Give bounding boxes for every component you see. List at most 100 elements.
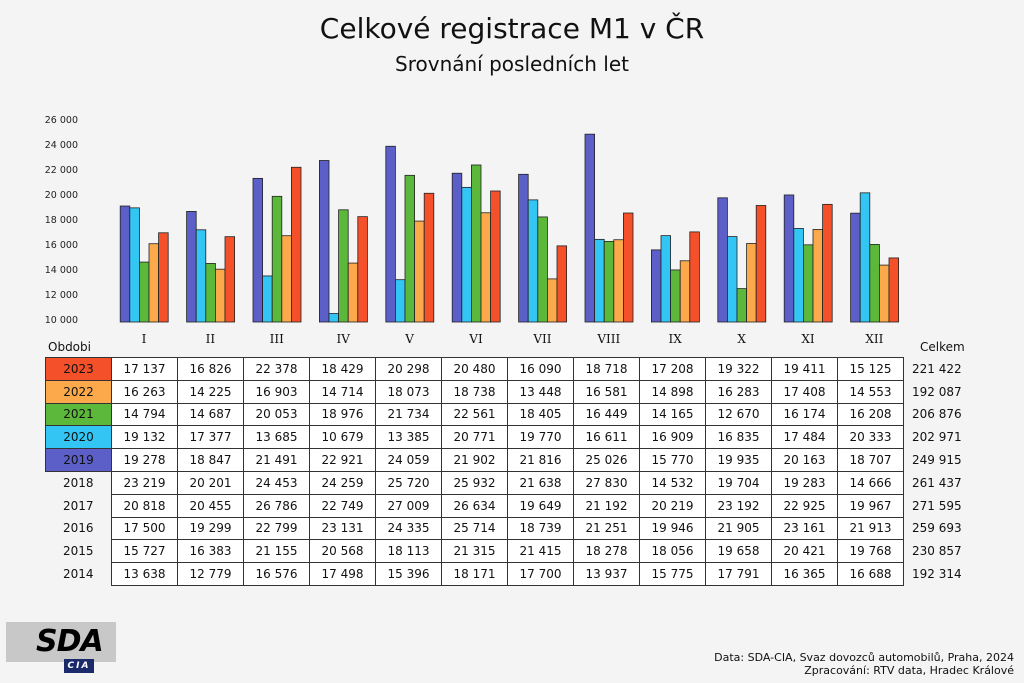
bar-2019-IV: [318, 160, 330, 323]
value-cell: 20 568: [309, 539, 376, 564]
sda-logo: [6, 622, 116, 662]
value-cell: 23 192: [705, 493, 772, 518]
bar-2022-II: [214, 268, 226, 323]
month-label: III: [269, 332, 284, 346]
value-cell: 17 791: [705, 562, 772, 586]
value-cell: 17 484: [771, 425, 838, 450]
value-cell: 14 165: [639, 402, 706, 427]
bar-2023-XI: [822, 203, 833, 323]
y-tick-label: 12 000: [45, 290, 78, 301]
total-cell: 202 971: [912, 430, 962, 445]
value-cell: 15 396: [375, 562, 442, 586]
table-row: 2017 20 818 20 455 26 786 22 749 27 009 26 634…: [46, 493, 1003, 518]
bar-2021-XI: [803, 244, 814, 323]
value-cell: 14 714: [309, 379, 376, 404]
month-label: IV: [336, 332, 350, 346]
value-cell: 19 770: [507, 425, 574, 450]
bar-2022-IV: [347, 262, 359, 323]
total-cell: 192 087: [912, 384, 962, 399]
value-cell: 16 611: [573, 425, 640, 450]
value-cell: 16 449: [573, 402, 640, 427]
value-cell: 16 090: [507, 357, 574, 381]
value-cell: 20 298: [375, 357, 442, 381]
y-tick-label: 26 000: [45, 115, 78, 126]
table-header-period: Obdobi: [48, 340, 91, 354]
value-cell: 24 059: [375, 448, 442, 472]
month-label: VIII: [597, 332, 621, 346]
value-cell: 20 201: [177, 470, 244, 495]
value-cell: 13 448: [507, 379, 574, 404]
month-label: IX: [668, 332, 682, 346]
table-row: 2015 15 727 16 383 21 155 20 568 18 113 21 315…: [46, 539, 1003, 564]
value-cell: 18 171: [441, 562, 508, 586]
value-cell: 26 634: [441, 493, 508, 518]
value-cell: 25 714: [441, 516, 508, 541]
table-row: 2014 13 638 12 779 16 576 17 498 15 396 18 171…: [46, 562, 1003, 586]
value-cell: 17 377: [177, 425, 244, 450]
total-cell: 261 437: [912, 475, 962, 490]
bar-2019-II: [186, 211, 197, 323]
value-cell: 14 687: [177, 402, 244, 427]
bar-2020-X: [727, 236, 738, 323]
month-label: II: [205, 332, 216, 346]
bar-2019-XI: [783, 194, 795, 323]
bar-2019-I: [119, 205, 131, 323]
value-cell: 21 905: [705, 516, 772, 541]
data-table: 2023 17 137 16 826 22 378 18 429 20 298 20 480…: [45, 357, 1003, 586]
y-tick-label: 16 000: [45, 240, 78, 251]
value-cell: 18 113: [375, 539, 442, 564]
table-row: 2023 17 137 16 826 22 378 18 429 20 298 20 480…: [45, 357, 1003, 381]
value-cell: 18 056: [639, 539, 706, 564]
bar-2022-I: [148, 243, 160, 323]
value-cell: 26 786: [243, 493, 310, 518]
year-cell: 2023: [45, 357, 112, 381]
value-cell: 17 408: [771, 379, 838, 404]
value-cell: 19 278: [111, 448, 178, 472]
bar-2021-VIII: [603, 240, 615, 323]
table-row: 2019 19 278 18 847 21 491 22 921 24 059 21 902…: [45, 448, 1003, 472]
value-cell: 21 315: [441, 539, 508, 564]
bar-2020-VI: [461, 186, 472, 323]
value-cell: 14 898: [639, 379, 706, 404]
value-cell: 18 429: [309, 357, 376, 381]
value-cell: 18 718: [573, 357, 640, 381]
source-note: Data: SDA-CIA, Svaz dovozců automobilů, …: [714, 651, 1014, 677]
value-cell: 14 225: [177, 379, 244, 404]
bar-2020-VII: [527, 199, 539, 323]
value-cell: 25 932: [441, 470, 508, 495]
value-cell: 10 679: [309, 425, 376, 450]
bar-2023-XII: [888, 257, 900, 323]
value-cell: 22 921: [309, 448, 376, 472]
bar-2019-VI: [451, 172, 463, 323]
bar-2022-VI: [480, 212, 492, 323]
bar-2020-XII: [859, 192, 871, 323]
value-cell: 12 670: [705, 402, 772, 427]
bar-2022-V: [414, 220, 425, 323]
value-cell: 21 491: [243, 448, 310, 472]
value-cell: 19 935: [705, 448, 772, 472]
value-cell: 13 385: [375, 425, 442, 450]
year-cell: 2021: [45, 402, 112, 427]
bar-2021-I: [138, 261, 150, 323]
value-cell: 22 749: [309, 493, 376, 518]
value-cell: 21 415: [507, 539, 574, 564]
value-cell: 21 251: [573, 516, 640, 541]
value-cell: 19 946: [639, 516, 706, 541]
value-cell: 21 638: [507, 470, 574, 495]
bar-2021-IV: [338, 209, 349, 323]
logo-subtext: CIA: [64, 659, 94, 673]
value-cell: 13 685: [243, 425, 310, 450]
value-cell: 20 333: [837, 425, 904, 450]
bar-2021-V: [404, 174, 416, 323]
value-cell: 21 902: [441, 448, 508, 472]
value-cell: 18 738: [441, 379, 508, 404]
bar-2022-X: [746, 243, 757, 323]
value-cell: 21 913: [837, 516, 904, 541]
source-line: Data: SDA-CIA, Svaz dovozců automobilů, …: [714, 651, 1014, 664]
value-cell: 14 532: [639, 470, 706, 495]
value-cell: 19 132: [111, 425, 178, 450]
value-cell: 17 208: [639, 357, 706, 381]
value-cell: 18 707: [837, 448, 904, 472]
value-cell: 19 658: [705, 539, 772, 564]
y-tick-label: 18 000: [45, 215, 78, 226]
